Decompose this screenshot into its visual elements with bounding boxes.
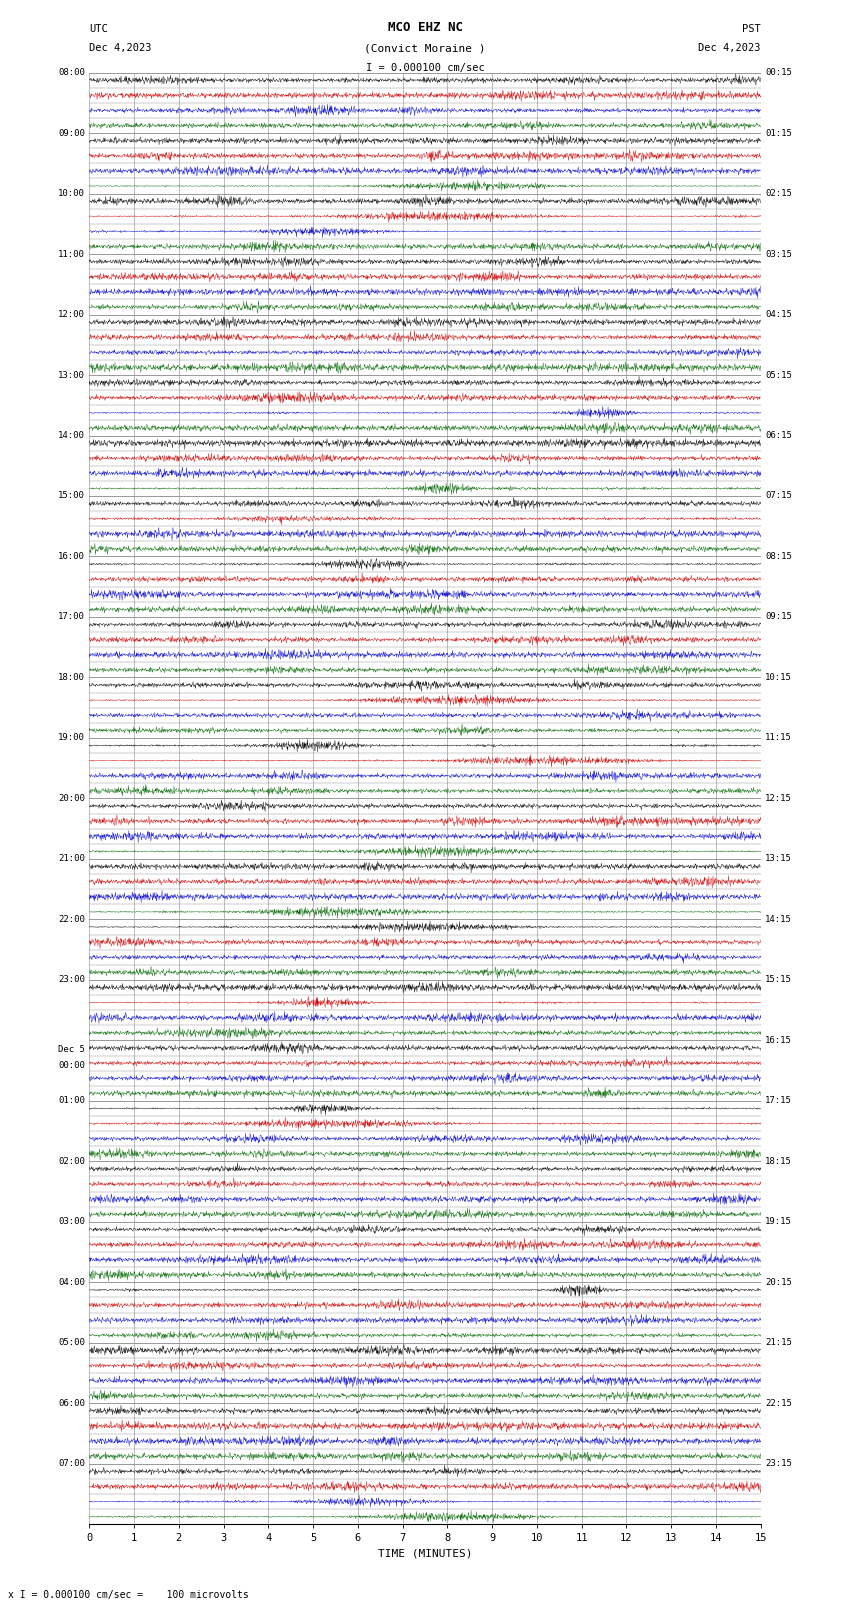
Text: 17:00: 17:00 [58, 613, 85, 621]
Text: 19:00: 19:00 [58, 734, 85, 742]
Text: 22:15: 22:15 [765, 1398, 792, 1408]
Text: 15:00: 15:00 [58, 492, 85, 500]
Text: x I = 0.000100 cm/sec =    100 microvolts: x I = 0.000100 cm/sec = 100 microvolts [8, 1590, 249, 1600]
Text: 19:15: 19:15 [765, 1218, 792, 1226]
Text: I = 0.000100 cm/sec: I = 0.000100 cm/sec [366, 63, 484, 73]
Text: 06:00: 06:00 [58, 1398, 85, 1408]
Text: 10:00: 10:00 [58, 189, 85, 198]
Text: MCO EHZ NC: MCO EHZ NC [388, 21, 462, 34]
Text: 07:00: 07:00 [58, 1460, 85, 1468]
Text: 13:00: 13:00 [58, 371, 85, 379]
Text: 14:15: 14:15 [765, 915, 792, 924]
Text: UTC: UTC [89, 24, 108, 34]
Text: 00:15: 00:15 [765, 68, 792, 77]
Text: 07:15: 07:15 [765, 492, 792, 500]
Text: 01:00: 01:00 [58, 1097, 85, 1105]
Text: 09:15: 09:15 [765, 613, 792, 621]
Text: (Convict Moraine ): (Convict Moraine ) [365, 44, 485, 53]
Text: Dec 4,2023: Dec 4,2023 [698, 44, 761, 53]
Text: 03:00: 03:00 [58, 1218, 85, 1226]
Text: 20:00: 20:00 [58, 794, 85, 803]
Text: 02:15: 02:15 [765, 189, 792, 198]
Text: Dec 5: Dec 5 [58, 1045, 85, 1055]
Text: 13:15: 13:15 [765, 855, 792, 863]
Text: 02:00: 02:00 [58, 1157, 85, 1166]
Text: 14:00: 14:00 [58, 431, 85, 440]
Text: 17:15: 17:15 [765, 1097, 792, 1105]
Text: 23:00: 23:00 [58, 976, 85, 984]
Text: 22:00: 22:00 [58, 915, 85, 924]
Text: 08:00: 08:00 [58, 68, 85, 77]
Text: 00:00: 00:00 [58, 1061, 85, 1071]
Text: 16:00: 16:00 [58, 552, 85, 561]
Text: 12:15: 12:15 [765, 794, 792, 803]
Text: Dec 4,2023: Dec 4,2023 [89, 44, 152, 53]
Text: 05:00: 05:00 [58, 1339, 85, 1347]
Text: 05:15: 05:15 [765, 371, 792, 379]
Text: 18:00: 18:00 [58, 673, 85, 682]
Text: 18:15: 18:15 [765, 1157, 792, 1166]
Text: 04:00: 04:00 [58, 1277, 85, 1287]
Text: 15:15: 15:15 [765, 976, 792, 984]
Text: 21:00: 21:00 [58, 855, 85, 863]
Text: 23:15: 23:15 [765, 1460, 792, 1468]
Text: 20:15: 20:15 [765, 1277, 792, 1287]
X-axis label: TIME (MINUTES): TIME (MINUTES) [377, 1548, 473, 1558]
Text: 06:15: 06:15 [765, 431, 792, 440]
Text: 11:00: 11:00 [58, 250, 85, 258]
Text: 01:15: 01:15 [765, 129, 792, 137]
Text: 09:00: 09:00 [58, 129, 85, 137]
Text: 16:15: 16:15 [765, 1036, 792, 1045]
Text: PST: PST [742, 24, 761, 34]
Text: 11:15: 11:15 [765, 734, 792, 742]
Text: 08:15: 08:15 [765, 552, 792, 561]
Text: 12:00: 12:00 [58, 310, 85, 319]
Text: 21:15: 21:15 [765, 1339, 792, 1347]
Text: 10:15: 10:15 [765, 673, 792, 682]
Text: 03:15: 03:15 [765, 250, 792, 258]
Text: 04:15: 04:15 [765, 310, 792, 319]
